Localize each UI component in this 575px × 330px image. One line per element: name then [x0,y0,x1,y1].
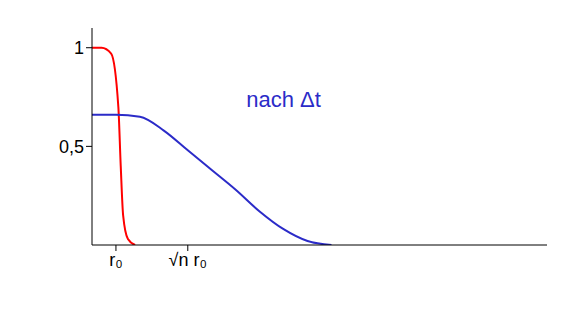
svg-text:√n r₀: √n r₀ [169,250,207,270]
svg-text:nach Δt: nach Δt [246,87,321,112]
svg-text:0,5: 0,5 [59,137,84,157]
svg-text:r₀: r₀ [109,250,122,270]
svg-text:1: 1 [74,38,84,58]
